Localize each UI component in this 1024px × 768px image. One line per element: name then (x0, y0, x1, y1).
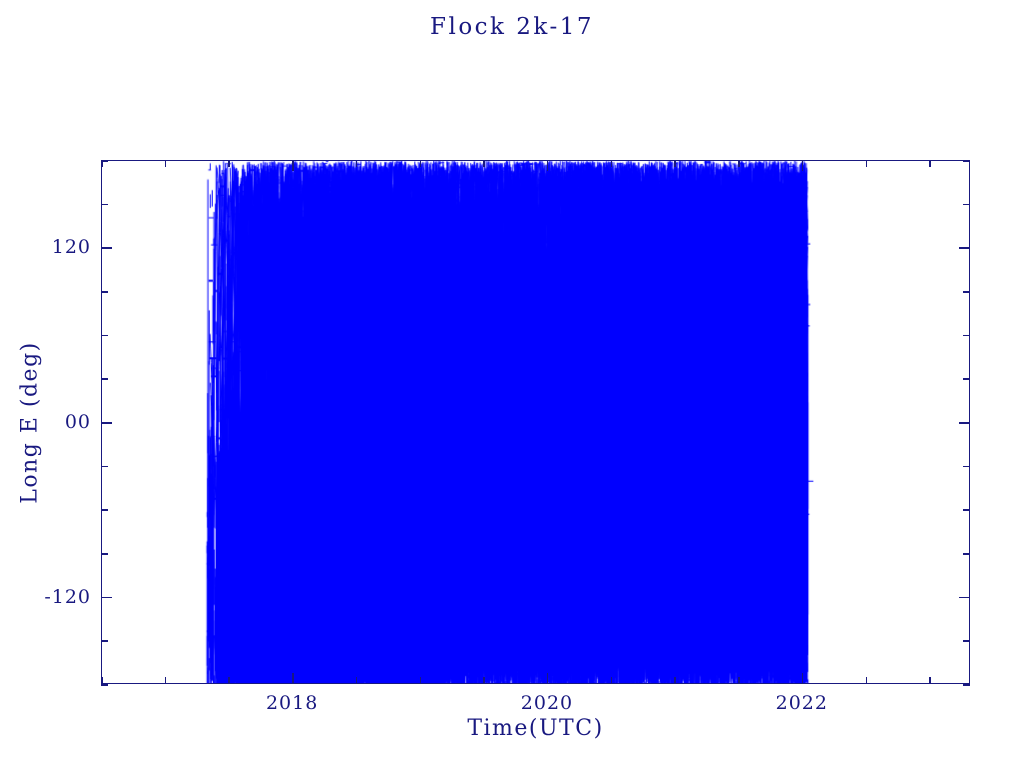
y-tick-right (959, 596, 970, 599)
y-tick-right (963, 378, 970, 380)
y-tick-right (963, 465, 970, 468)
y-tick-right (963, 203, 970, 206)
y-tick-left (101, 465, 108, 468)
x-tick-label: 2022 (775, 692, 828, 714)
x-tick-top (865, 160, 868, 167)
y-tick-left (101, 640, 108, 642)
x-tick-top (483, 160, 485, 167)
x-axis-label: Time(UTC) (467, 716, 604, 741)
longitude-track-plot (102, 161, 969, 683)
y-axis-label: Long E (deg) (17, 341, 43, 504)
y-tick-left (101, 422, 112, 424)
y-tick-right (963, 684, 970, 686)
x-tick-top (164, 160, 167, 167)
x-tick-top (292, 160, 294, 171)
x-tick-top (419, 160, 422, 167)
y-tick-left (101, 596, 112, 599)
y-tick-label: 120 (51, 236, 91, 259)
x-tick-bottom (674, 677, 676, 684)
y-tick-left (101, 334, 108, 337)
x-tick-bottom (292, 673, 294, 684)
plot-area[interactable] (101, 160, 970, 684)
y-tick-label: 00 (64, 411, 91, 433)
y-tick-right (963, 640, 970, 642)
x-tick-bottom (419, 677, 422, 684)
x-tick-bottom (801, 673, 804, 684)
x-tick-top (801, 160, 804, 171)
x-tick-top (674, 160, 676, 167)
x-tick-bottom (865, 677, 868, 684)
x-tick-top (228, 160, 230, 167)
y-tick-left (101, 247, 112, 249)
y-tick-left (101, 160, 108, 162)
x-tick-bottom (355, 677, 358, 684)
y-tick-left (101, 378, 108, 380)
x-tick-bottom (164, 677, 167, 684)
y-tick-left (101, 553, 108, 555)
y-tick-left (101, 203, 108, 206)
y-tick-right (963, 553, 970, 555)
x-tick-bottom (228, 677, 230, 684)
y-tick-label: -120 (44, 585, 91, 608)
x-tick-bottom (610, 677, 613, 684)
y-tick-right (963, 509, 970, 511)
x-tick-bottom (483, 677, 485, 684)
y-tick-left (101, 509, 108, 511)
chart-title: Flock 2k-17 (430, 14, 594, 40)
y-tick-right (963, 160, 970, 162)
y-tick-left (101, 291, 108, 293)
x-tick-top (738, 160, 740, 167)
y-tick-right (963, 291, 970, 293)
y-tick-right (959, 422, 970, 424)
x-tick-top (101, 160, 103, 167)
x-tick-label: 2018 (265, 692, 319, 714)
x-tick-top (355, 160, 358, 167)
x-tick-label: 2020 (520, 692, 574, 714)
x-tick-top (929, 160, 931, 167)
y-tick-right (959, 247, 970, 249)
y-tick-left (101, 684, 108, 686)
x-tick-bottom (546, 673, 549, 684)
x-tick-top (546, 160, 549, 171)
x-tick-bottom (738, 677, 740, 684)
x-tick-top (610, 160, 613, 167)
x-tick-bottom (929, 677, 931, 684)
x-tick-bottom (101, 677, 103, 684)
y-tick-right (963, 334, 970, 337)
